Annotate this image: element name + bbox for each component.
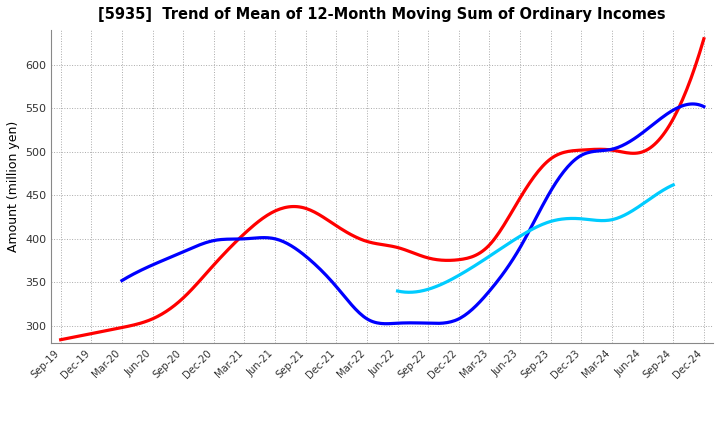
Title: [5935]  Trend of Mean of 12-Month Moving Sum of Ordinary Incomes: [5935] Trend of Mean of 12-Month Moving … xyxy=(99,7,666,22)
Y-axis label: Amount (million yen): Amount (million yen) xyxy=(7,121,20,252)
